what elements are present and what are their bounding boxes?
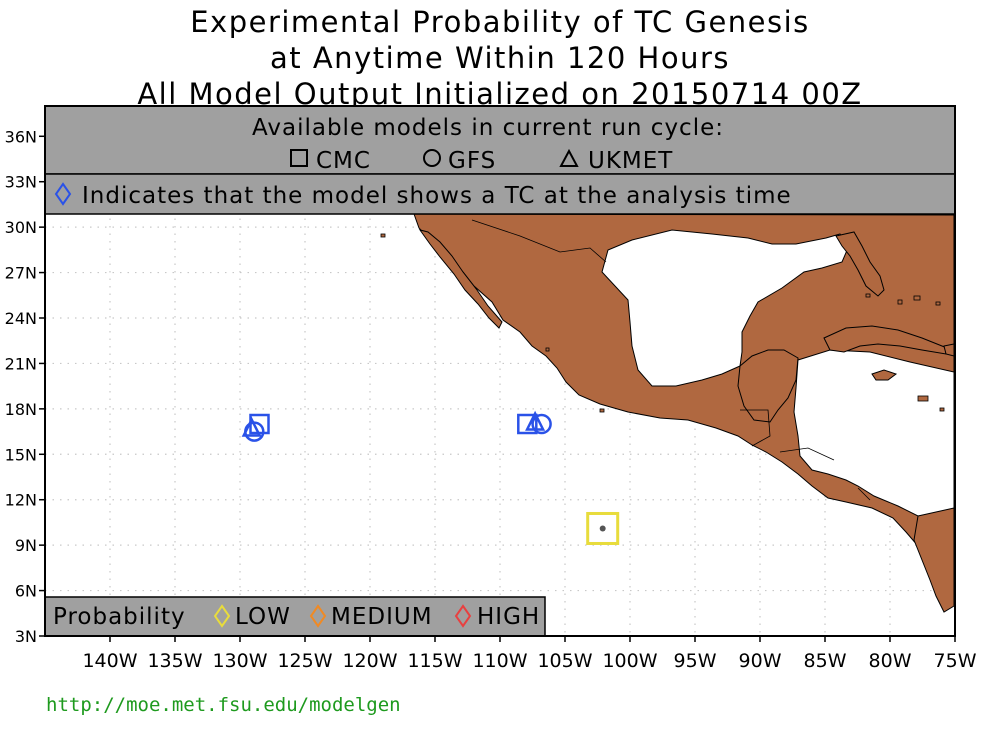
island-4: [865, 293, 871, 298]
x-tick-label: 95W: [674, 650, 717, 672]
y-tick-label: 3N: [15, 627, 37, 646]
y-tick-label: 12N: [5, 491, 37, 510]
land-masses: [382, 213, 955, 613]
country-borders: [471, 219, 871, 501]
island-9: [939, 407, 945, 412]
ukmet-triangle-marker: [241, 416, 262, 437]
footer-url[interactable]: http://moe.met.fsu.edu/modelgen: [46, 694, 401, 716]
header-panel: [44, 105, 956, 175]
gulf-of-mexico-water: [601, 229, 849, 387]
y-tick-label: 6N: [15, 582, 37, 601]
florida: [835, 231, 885, 297]
header-box: Available models in current run cycle: C…: [44, 105, 956, 215]
x-tick-label: 135W: [147, 650, 202, 672]
border-honduras-nicaragua: [779, 447, 835, 461]
border-guatemala: [740, 409, 771, 447]
model-name-ukmet: UKMET: [588, 148, 673, 174]
x-tick-label: 100W: [602, 650, 657, 672]
axis-ticks: 140W 135W 130W 125W 120W 115W 110W 105W 100W 95W 9…: [5, 127, 977, 672]
caribbean-water: [793, 349, 955, 517]
x-tick-label: 125W: [277, 650, 332, 672]
model-name-gfs: GFS: [448, 148, 496, 174]
title-line-3: All Model Output Initialized on 20150714…: [137, 77, 863, 111]
available-models-label: Available models in current run cycle:: [252, 115, 724, 141]
legend-low: LOW: [235, 604, 291, 630]
analysis-note: Indicates that the model shows a TC at t…: [82, 183, 792, 209]
ukmet-triangle-marker: [525, 410, 546, 431]
y-tick-label: 33N: [5, 173, 37, 192]
island-7: [935, 301, 941, 306]
y-tick-label: 15N: [5, 445, 37, 464]
genesis-point: [599, 525, 606, 532]
island-2: [545, 347, 550, 352]
x-tick-label: 130W: [212, 650, 267, 672]
legend-label: Probability: [53, 604, 186, 630]
island-1: [380, 233, 386, 238]
border-us-mexico: [471, 219, 607, 263]
islands: [380, 233, 945, 413]
legend-panel: [44, 596, 546, 637]
island-6: [913, 295, 921, 301]
legend-medium: MEDIUM: [331, 604, 433, 630]
probability-legend: Probability LOW MEDIUM HIGH: [44, 596, 546, 637]
yucatan-peninsula: [737, 349, 799, 423]
island-5: [897, 299, 903, 305]
x-tick-label: 85W: [804, 650, 847, 672]
jamaica: [871, 369, 898, 381]
south-america-edge: [913, 507, 955, 613]
baja-california: [418, 229, 503, 329]
x-tick-label: 110W: [472, 650, 527, 672]
gfs-circle-marker: [531, 413, 552, 435]
circle-icon: [423, 149, 441, 167]
square-icon: [290, 149, 308, 167]
legend-high: HIGH: [477, 604, 540, 630]
x-tick-label: 90W: [739, 650, 782, 672]
analysis-diamond-icon: [54, 182, 72, 206]
analysis-note-panel: [44, 173, 956, 215]
y-tick-label: 30N: [5, 218, 37, 237]
island-8: [917, 395, 929, 402]
low-diamond-icon: [213, 604, 231, 628]
y-tick-label: 24N: [5, 309, 37, 328]
x-tick-label: 105W: [537, 650, 592, 672]
x-tick-label: 115W: [407, 650, 462, 672]
island-3: [599, 408, 605, 413]
title-line-2: at Anytime Within 120 Hours: [269, 41, 730, 75]
x-tick-label: 80W: [869, 650, 912, 672]
y-tick-label: 36N: [5, 127, 37, 146]
y-tick-label: 21N: [5, 354, 37, 373]
high-diamond-icon: [454, 604, 472, 628]
medium-diamond-icon: [309, 604, 327, 628]
model-name-cmc: CMC: [316, 148, 371, 174]
x-tick-label: 140W: [82, 650, 137, 672]
cmc-square-marker: [517, 413, 538, 435]
x-tick-label: 75W: [934, 650, 977, 672]
model-markers: [241, 410, 620, 545]
y-tick-label: 18N: [5, 400, 37, 419]
genesis-area-marker: [586, 511, 620, 545]
y-tick-label: 9N: [15, 536, 37, 555]
border-costa-rica-panama: [857, 487, 871, 501]
y-tick-label: 27N: [5, 264, 37, 283]
x-tick-label: 120W: [342, 650, 397, 672]
title-line-1: Experimental Probability of TC Genesis: [190, 5, 810, 39]
triangle-icon: [559, 148, 579, 167]
